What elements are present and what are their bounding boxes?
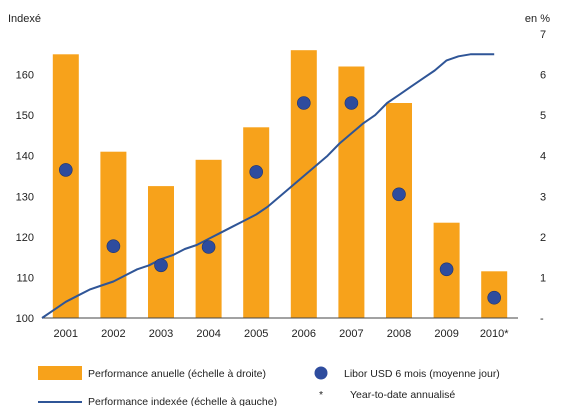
- bar-2003: [148, 186, 174, 318]
- x-tick-label: 2001: [54, 328, 78, 340]
- libor-point-2010: [487, 290, 502, 305]
- x-tick-label: 2007: [339, 328, 363, 340]
- right-tick-label: 6: [540, 70, 546, 82]
- legend-label-dot: Libor USD 6 mois (moyenne jour): [344, 368, 500, 380]
- right-tick-label: 7: [540, 29, 546, 41]
- x-tick-label: 2008: [387, 328, 411, 340]
- legend-swatch-bar: [38, 366, 82, 380]
- libor-point-2002: [106, 239, 121, 253]
- right-tick-label: 1: [540, 272, 546, 284]
- bar-2002: [100, 151, 127, 318]
- libor-point-2006: [296, 96, 311, 110]
- index-performance-line: [41, 53, 495, 319]
- bar-2001: [52, 54, 79, 319]
- left-tick-label: 100: [16, 313, 34, 325]
- libor-point-2001: [59, 163, 73, 177]
- legend-label-bar: Performance anuelle (échelle à droite): [88, 368, 266, 380]
- right-tick-label: 2: [540, 232, 546, 244]
- bars-group: [52, 50, 508, 319]
- x-tick-labels: 2001 2002 2003 2004 2005 2006 2007 2008 2009 2010…: [54, 328, 510, 340]
- right-tick-label: -: [540, 313, 544, 325]
- x-tick-label: 2002: [101, 328, 125, 340]
- right-axis-title: en %: [525, 13, 550, 25]
- libor-point-2005: [249, 165, 264, 179]
- right-tick-labels: - 1 2 3 4 5 6 7: [540, 29, 546, 325]
- bar-2005: [243, 127, 270, 318]
- libor-point-2004: [201, 240, 216, 254]
- x-tick-label: 2009: [434, 328, 458, 340]
- right-tick-label: 3: [540, 191, 546, 203]
- left-tick-label: 140: [16, 151, 34, 163]
- legend-label-line: Performance indexée (échelle à gauche): [88, 396, 277, 406]
- legend-footnote-marker: *: [319, 389, 323, 401]
- libor-point-2009: [439, 262, 454, 277]
- libor-point-2007: [344, 96, 359, 110]
- legend: Performance anuelle (échelle à droite) L…: [38, 366, 500, 408]
- legend-swatch-dot: [314, 366, 328, 380]
- x-tick-label: 2005: [244, 328, 268, 340]
- left-tick-label: 130: [16, 191, 34, 203]
- right-tick-label: 4: [540, 151, 546, 163]
- left-tick-label: 150: [16, 110, 34, 122]
- right-tick-label: 5: [540, 110, 546, 122]
- x-tick-label: 2006: [292, 328, 316, 340]
- libor-point-2008: [392, 187, 406, 202]
- legend-footnote-text: Year-to-date annualisé: [350, 389, 455, 401]
- left-tick-label: 110: [16, 272, 34, 284]
- x-tick-label: 2004: [196, 328, 220, 340]
- left-tick-label: 120: [16, 232, 34, 244]
- bar-2008: [386, 103, 412, 318]
- index-line-group: [41, 53, 495, 319]
- x-tick-label: 2010*: [480, 328, 509, 340]
- x-tick-label: 2003: [149, 328, 173, 340]
- left-tick-labels: 100 110 120 130 140 150 160: [16, 70, 34, 325]
- libor-points-group: [59, 96, 502, 305]
- left-tick-label: 160: [16, 70, 34, 82]
- left-axis-title: Indexé: [8, 13, 41, 25]
- libor-point-2003: [154, 258, 168, 273]
